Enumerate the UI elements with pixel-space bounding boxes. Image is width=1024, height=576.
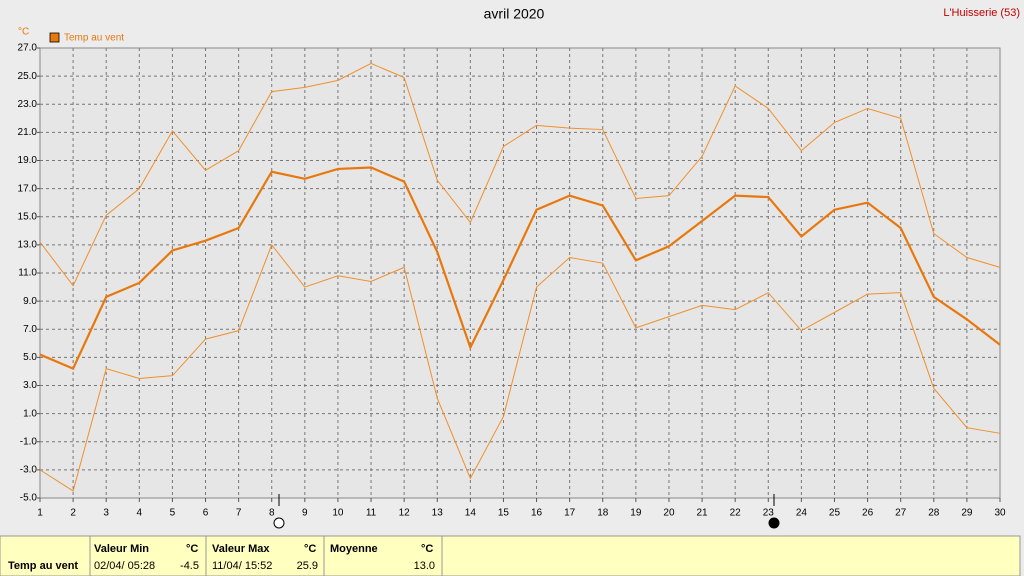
x-tick-label: 9 xyxy=(302,508,308,519)
y-tick-label: 21.0 xyxy=(18,127,38,138)
series-line xyxy=(39,243,1001,492)
x-tick-label: 5 xyxy=(170,508,176,519)
x-tick-label: 14 xyxy=(465,508,477,519)
x-tick-label: 7 xyxy=(236,508,242,519)
series-line xyxy=(39,166,1001,371)
x-tick-label: 23 xyxy=(763,508,775,519)
y-tick-label: 11.0 xyxy=(18,268,37,279)
y-tick-label: -5.0 xyxy=(20,493,38,504)
row-label: Temp au vent xyxy=(8,560,78,572)
x-tick-label: 8 xyxy=(269,508,275,519)
header: Valeur Min xyxy=(94,543,149,555)
x-tick-label: 12 xyxy=(399,508,411,519)
y-tick-label: 13.0 xyxy=(18,240,38,251)
x-tick-label: 30 xyxy=(994,508,1006,519)
header: Moyenne xyxy=(330,543,378,555)
x-tick-label: 13 xyxy=(432,508,444,519)
unit: °C xyxy=(304,543,316,555)
value: 25.9 xyxy=(297,560,318,572)
x-tick-label: 4 xyxy=(137,508,143,519)
x-tick-label: 10 xyxy=(332,508,344,519)
unit: °C xyxy=(421,543,433,555)
x-tick-label: 19 xyxy=(630,508,642,519)
y-tick-label: -1.0 xyxy=(20,436,38,447)
y-tick-label: 17.0 xyxy=(18,183,38,194)
x-tick-label: 1 xyxy=(37,508,43,519)
stats-panel xyxy=(0,535,1021,576)
series-line xyxy=(39,62,1001,287)
y-tick-label: 5.0 xyxy=(23,352,37,363)
value: 13.0 xyxy=(414,560,435,572)
legend-swatch xyxy=(49,32,60,43)
y-tick-label: 27.0 xyxy=(18,43,38,54)
new-moon xyxy=(768,517,780,529)
x-tick-label: 18 xyxy=(597,508,609,519)
y-tick-label: 23.0 xyxy=(18,99,38,110)
marks: 27.025.023.021.019.017.015.013.011.09.07… xyxy=(18,43,1006,519)
x-tick-label: 27 xyxy=(895,508,907,519)
y-tick-label: 9.0 xyxy=(23,296,37,307)
date: 11/04/ 15:52 xyxy=(212,560,272,572)
x-tick-label: 15 xyxy=(498,508,510,519)
x-tick-label: 2 xyxy=(70,508,76,519)
date: 02/04/ 05:28 xyxy=(94,560,155,572)
y-tick-label: 19.0 xyxy=(18,155,38,166)
y-tick-label: 1.0 xyxy=(23,408,37,419)
chart-title: avril 2020 xyxy=(484,6,545,22)
x-tick-label: 17 xyxy=(564,508,576,519)
x-tick-label: 28 xyxy=(928,508,940,519)
full-moon xyxy=(273,517,285,529)
x-tick-label: 25 xyxy=(829,508,841,519)
x-tick-label: 21 xyxy=(697,508,709,519)
x-tick-label: 22 xyxy=(730,508,742,519)
y-tick-label: -3.0 xyxy=(20,465,38,476)
station: L'Huisserie (53) xyxy=(943,7,1020,19)
legend-label: Temp au vent xyxy=(64,33,124,44)
y-unit: °C xyxy=(18,27,29,38)
x-tick-label: 6 xyxy=(203,508,209,519)
y-tick-label: 3.0 xyxy=(23,380,37,391)
x-tick-label: 20 xyxy=(663,508,675,519)
x-tick-label: 29 xyxy=(961,508,973,519)
x-tick-label: 26 xyxy=(862,508,874,519)
value: -4.5 xyxy=(180,560,199,572)
y-tick-label: 7.0 xyxy=(23,324,37,335)
x-tick-label: 3 xyxy=(103,508,109,519)
x-tick-label: 16 xyxy=(531,508,543,519)
header: Valeur Max xyxy=(212,543,270,555)
y-tick-label: 25.0 xyxy=(18,71,38,82)
x-tick-label: 11 xyxy=(366,508,377,519)
x-tick-label: 24 xyxy=(796,508,808,519)
y-tick-label: 15.0 xyxy=(18,211,38,222)
unit: °C xyxy=(186,543,198,555)
